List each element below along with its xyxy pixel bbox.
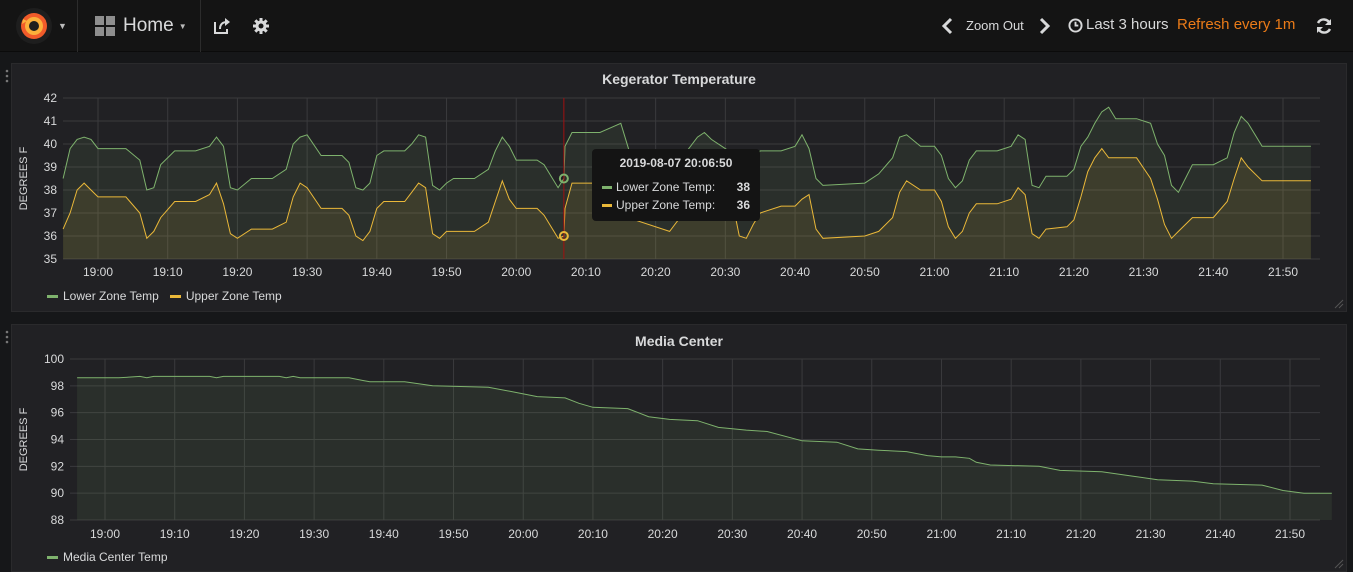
x-tick-label: 21:20	[1066, 527, 1096, 541]
x-tick-label: 20:50	[850, 265, 880, 279]
x-tick-label: 21:00	[919, 265, 949, 279]
x-tick-label: 20:10	[578, 527, 608, 541]
y-axis-title: DEGREES F	[18, 407, 30, 471]
y-tick-label: 39	[44, 160, 58, 174]
tooltip-label: Upper Zone Temp:	[616, 198, 737, 212]
tooltip-value: 36	[737, 198, 750, 212]
x-tick-label: 21:50	[1268, 265, 1298, 279]
y-tick-label: 38	[44, 183, 58, 197]
y-tick-label: 98	[51, 379, 65, 393]
x-tick-label: 21:40	[1205, 527, 1235, 541]
x-tick-label: 20:50	[857, 527, 887, 541]
x-tick-label: 20:00	[508, 527, 538, 541]
y-tick-label: 36	[44, 229, 58, 243]
y-tick-label: 37	[44, 206, 58, 220]
y-tick-label: 90	[51, 486, 65, 500]
x-tick-label: 21:30	[1136, 527, 1166, 541]
graph-tooltip: 2019-08-07 20:06:50 Lower Zone Temp: 38 …	[592, 149, 760, 221]
x-tick-label: 20:10	[571, 265, 601, 279]
x-tick-label: 19:30	[292, 265, 322, 279]
x-tick-label: 21:50	[1275, 527, 1305, 541]
x-tick-label: 19:40	[362, 265, 392, 279]
x-tick-label: 19:20	[222, 265, 252, 279]
tooltip-row: Lower Zone Temp: 38	[602, 178, 750, 196]
x-tick-label: 19:20	[229, 527, 259, 541]
y-tick-label: 40	[44, 137, 58, 151]
chart-1: 88 90 92 94 96 98 100 19:00 19:10 19:20 19:30 19:40…	[18, 352, 1332, 541]
x-tick-label: 19:00	[90, 527, 120, 541]
tooltip-value: 38	[737, 180, 750, 194]
y-tick-label: 88	[51, 513, 65, 527]
y-tick-label: 92	[51, 459, 65, 473]
x-tick-label: 19:10	[153, 265, 183, 279]
y-tick-label: 41	[44, 114, 58, 128]
y-axis-title: DEGREES F	[18, 146, 30, 210]
x-tick-label: 20:00	[501, 265, 531, 279]
y-tick-label: 94	[51, 433, 65, 447]
x-tick-label: 21:40	[1198, 265, 1228, 279]
x-tick-label: 19:00	[83, 265, 113, 279]
x-tick-label: 21:00	[926, 527, 956, 541]
tooltip-time: 2019-08-07 20:06:50	[602, 156, 750, 170]
tooltip-row: Upper Zone Temp: 36	[602, 196, 750, 214]
x-tick-label: 19:10	[160, 527, 190, 541]
x-tick-label: 20:20	[648, 527, 678, 541]
x-tick-label: 19:50	[432, 265, 462, 279]
tooltip-swatch	[602, 186, 612, 189]
tooltip-label: Lower Zone Temp:	[616, 180, 737, 194]
x-tick-label: 20:20	[641, 265, 671, 279]
x-tick-label: 19:40	[369, 527, 399, 541]
x-tick-label: 20:30	[717, 527, 747, 541]
y-tick-label: 42	[44, 91, 58, 105]
series-area	[77, 376, 1332, 520]
x-tick-label: 19:30	[299, 527, 329, 541]
x-tick-label: 19:50	[439, 527, 469, 541]
x-tick-label: 20:40	[780, 265, 810, 279]
y-tick-label: 96	[51, 406, 65, 420]
x-tick-label: 20:40	[787, 527, 817, 541]
x-tick-label: 21:20	[1059, 265, 1089, 279]
x-tick-label: 21:30	[1129, 265, 1159, 279]
tooltip-swatch	[602, 204, 612, 207]
y-tick-label: 35	[44, 252, 58, 266]
y-tick-label: 100	[44, 352, 64, 366]
x-tick-label: 20:30	[710, 265, 740, 279]
x-tick-label: 21:10	[996, 527, 1026, 541]
x-tick-label: 21:10	[989, 265, 1019, 279]
